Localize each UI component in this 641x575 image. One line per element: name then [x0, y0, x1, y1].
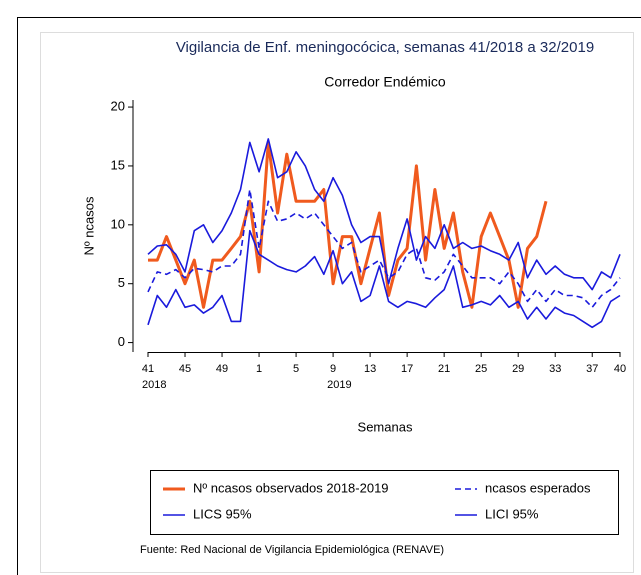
year-label: 2018: [142, 379, 166, 391]
x-tick-label: 9: [330, 363, 336, 375]
year-label: 2019: [327, 379, 351, 391]
series-line: [148, 140, 548, 309]
x-tick-label: 13: [364, 363, 376, 375]
x-tick-label: 33: [549, 363, 561, 375]
y-tick-label: 10: [111, 216, 125, 231]
chart-subtitle: Corredor Endémico: [324, 74, 446, 90]
series-line: [147, 229, 621, 329]
x-tick-label: 29: [512, 363, 524, 375]
x-tick-label: 49: [216, 363, 228, 375]
y-tick-label: 20: [111, 99, 125, 114]
legend-label: LICI 95%: [485, 506, 539, 521]
x-tick-label: 17: [401, 363, 413, 375]
x-tick-label: 40: [614, 363, 626, 375]
x-tick-label: 25: [475, 363, 487, 375]
y-axis-label: Nº ncasos: [81, 196, 96, 255]
legend-label: LICS 95%: [193, 506, 252, 521]
series-line: [147, 138, 621, 291]
x-tick-label: 41: [142, 363, 154, 375]
x-tick-label: 45: [179, 363, 191, 375]
legend-box: [150, 470, 619, 535]
frame: [17, 17, 641, 575]
y-tick-label: 5: [118, 275, 125, 290]
y-tick-label: 15: [111, 157, 125, 172]
legend-label: Nº ncasos observados 2018-2019: [193, 480, 389, 495]
source-note: Fuente: Red Nacional de Vigilancia Epide…: [140, 544, 444, 556]
y-tick-label: 0: [118, 334, 125, 349]
legend-label: ncasos esperados: [485, 480, 591, 495]
x-tick-label: 37: [586, 363, 598, 375]
x-axis-label: Semanas: [358, 419, 413, 434]
x-tick-label: 21: [438, 363, 450, 375]
chart-title: Vigilancia de Enf. meningocócica, semana…: [176, 39, 594, 56]
series-line: [147, 188, 621, 309]
x-tick-label: 1: [256, 363, 262, 375]
x-tick-label: 5: [293, 363, 299, 375]
